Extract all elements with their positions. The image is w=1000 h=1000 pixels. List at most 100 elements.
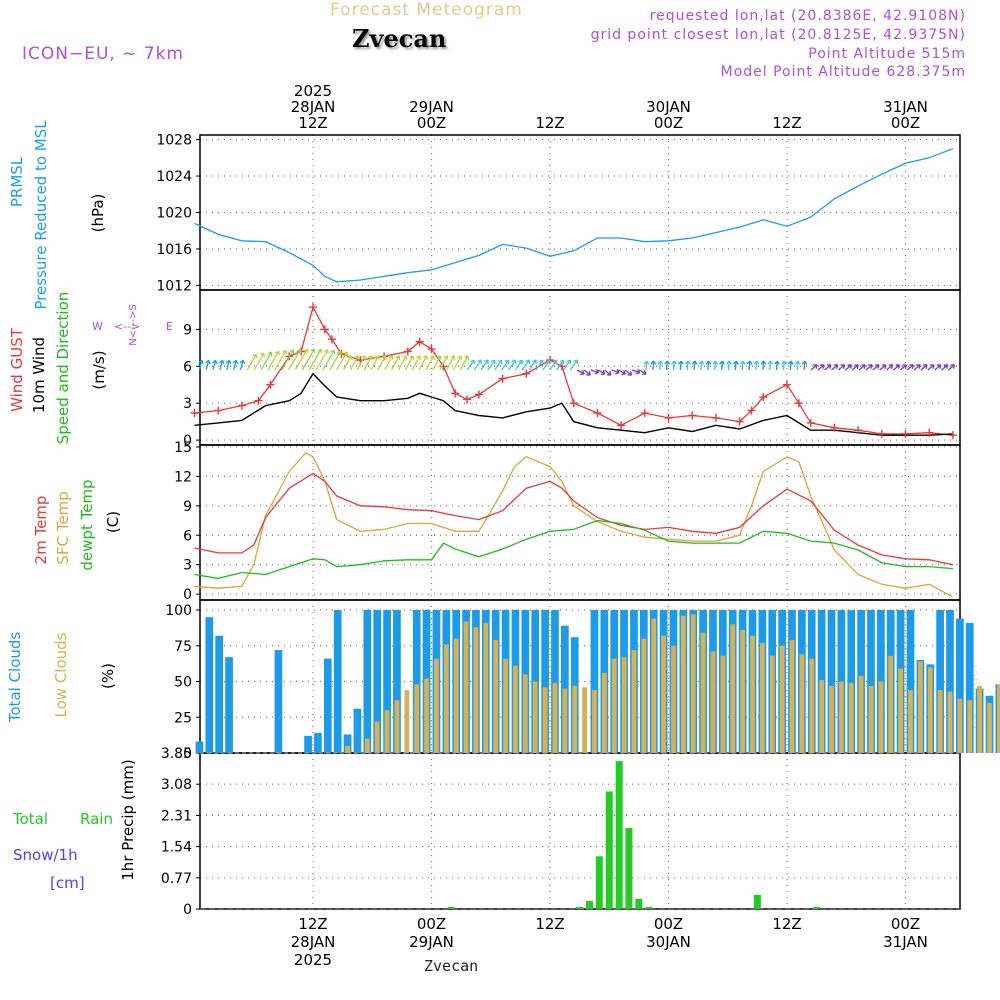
wind-direction-arrow	[611, 369, 620, 374]
wind-direction-arrow	[844, 364, 852, 371]
panel-temp: 0 3 6 9 12 15	[174, 440, 961, 603]
wind-direction-arrow	[817, 364, 825, 371]
wind-direction-arrow	[446, 355, 455, 371]
compass-arrow: <-->	[114, 320, 140, 333]
wind-direction-arrow	[583, 369, 591, 376]
wind-direction-arrow	[411, 355, 421, 371]
wind-direction-arrow	[377, 355, 387, 371]
wind-arrow-head	[833, 364, 839, 369]
wind-direction-arrow	[253, 352, 265, 371]
wind-arrow-head	[212, 359, 218, 365]
wind-direction-arrow	[473, 359, 482, 371]
gust-marker	[451, 389, 460, 398]
wind-direction-arrow	[397, 355, 407, 371]
bar-rain	[635, 898, 643, 909]
wind-arrow-head	[643, 360, 650, 365]
bar-low-cloud	[542, 687, 548, 753]
wind-direction-arrow	[432, 355, 442, 371]
wind-direction-arrow	[720, 360, 724, 371]
bar-low-cloud	[483, 622, 489, 753]
gust-marker	[474, 390, 483, 399]
gust-marker	[783, 380, 791, 389]
wind-direction-arrow	[714, 360, 717, 371]
wind-direction-arrow	[288, 349, 301, 371]
wind-arrow-head	[443, 355, 449, 360]
bottom-time-label: 00Z	[891, 915, 920, 933]
y-tick-label: 3.08	[161, 777, 192, 793]
y-tick-label: 9	[183, 322, 192, 338]
bar-low-cloud	[888, 655, 894, 753]
bar-total-cloud	[215, 635, 224, 753]
gust-marker	[711, 413, 720, 422]
unit-pressure: (hPa)	[89, 194, 107, 233]
y-tick-label: 6	[183, 528, 192, 544]
wind-direction-arrow	[700, 360, 703, 371]
gust-marker	[254, 396, 263, 405]
wind-arrow-head	[861, 364, 866, 369]
bar-low-cloud	[947, 691, 953, 753]
place-title: Zvecan	[352, 24, 447, 53]
wind-arrow-head	[289, 349, 295, 354]
gust-marker	[415, 337, 424, 346]
wind-arrow-head	[753, 360, 760, 365]
gust-marker	[522, 369, 531, 378]
bar-low-cloud	[493, 640, 499, 753]
wind-direction-arrow	[618, 369, 626, 375]
bar-low-cloud	[700, 632, 706, 753]
y-tick-label: 2.31	[161, 808, 192, 824]
bar-low-cloud	[779, 645, 785, 753]
wind-arrow-head	[330, 349, 336, 355]
wind-direction-arrow	[762, 360, 765, 371]
compass-ns: N<--->S	[128, 304, 139, 345]
bar-low-cloud	[937, 690, 943, 753]
bar-low-cloud	[641, 638, 647, 753]
y-tick-label: 0	[183, 746, 192, 762]
bar-rain	[447, 906, 455, 909]
wind-direction-arrow	[425, 355, 435, 371]
wind-arrow-head	[497, 359, 503, 365]
bar-total-cloud	[225, 657, 233, 753]
wind-arrow-head	[464, 355, 470, 360]
wind-direction-arrow	[652, 360, 655, 371]
bar-total-cloud	[323, 658, 332, 753]
bar-low-cloud	[671, 645, 676, 753]
y-tick-label: 15	[174, 440, 192, 456]
bar-total-cloud	[531, 610, 540, 753]
wind-arrow-head	[594, 369, 600, 375]
bar-low-cloud	[443, 644, 449, 753]
wind-direction-arrow	[205, 360, 210, 371]
bar-low-cloud	[848, 682, 854, 753]
wind-direction-arrow	[514, 359, 523, 371]
bar-rain	[625, 827, 633, 909]
wind-arrow-head	[916, 364, 921, 369]
bar-low-cloud	[750, 635, 755, 753]
wind-direction-arrow	[391, 355, 400, 371]
series-line-dewpt-temp	[194, 519, 953, 580]
unit-wind: (m/s)	[90, 350, 108, 389]
label-dewpt-temp: dewpt Temp	[78, 479, 96, 570]
wind-arrow-head	[267, 351, 273, 357]
wind-direction-arrow	[803, 360, 806, 371]
wind-direction-arrow	[466, 359, 475, 371]
wind-arrow-head	[819, 364, 825, 369]
wind-arrow-head	[573, 359, 578, 365]
supertitle: Forecast Meteogram	[330, 0, 523, 20]
bar-rain	[586, 900, 594, 909]
wind-arrow-head	[698, 360, 705, 365]
bar-low-cloud	[730, 624, 736, 753]
wind-direction-arrow	[576, 369, 585, 375]
wind-direction-arrow	[418, 355, 428, 371]
gust-marker	[237, 401, 246, 410]
wind-arrow-head	[252, 353, 258, 359]
bar-low-cloud	[927, 667, 933, 753]
wind-direction-arrow	[604, 369, 612, 376]
wind-direction-arrow	[824, 364, 832, 371]
wind-arrow-head	[239, 359, 246, 365]
wind-direction-arrow	[941, 364, 949, 371]
wind-arrow-head	[336, 350, 342, 356]
series-line-2m-temp	[194, 472, 954, 566]
footer-place: Zvecan	[424, 957, 479, 975]
wind-direction-arrow	[727, 360, 730, 371]
wind-arrow-head	[671, 360, 677, 365]
label-total: Total	[12, 810, 48, 828]
